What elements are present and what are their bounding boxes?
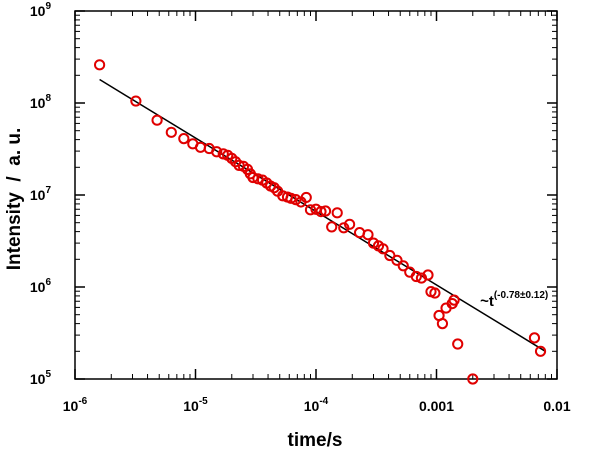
y-tick-exponent: 6 [45,277,51,288]
data-point [467,373,479,385]
x-tick-base: 10 [63,398,79,414]
y-tick-label: 105 [30,369,52,387]
data-point [290,194,302,206]
fit-annotation-prefix: ~t [480,293,494,310]
data-point [343,218,356,230]
y-tick-exponent: 7 [45,185,51,196]
data-point [300,191,312,204]
data-point [397,260,409,272]
data-point [415,272,428,284]
x-tick-exponent: -6 [78,396,87,407]
y-tick-base: 10 [30,279,46,295]
data-point [285,192,297,204]
data-point [304,204,317,216]
data-point [452,338,464,350]
data-point [331,207,343,219]
data-points [93,59,547,385]
x-tick-label: 0.001 [419,398,454,414]
plot-frame [74,10,558,380]
y-tick-label: 107 [30,185,52,203]
x-tick-label: 10-4 [304,396,329,414]
data-point [436,318,449,330]
y-tick-label: 109 [30,1,52,19]
plot-area-border [74,10,558,380]
data-point [377,243,389,255]
data-point [362,229,374,241]
data-point [410,270,422,283]
data-point [151,114,163,126]
data-point [448,294,460,306]
fit-annotation: ~t(-0.78±0.12) [480,290,548,310]
x-tick-label: 10-5 [183,396,208,414]
y-tick-base: 10 [30,95,46,111]
x-tick-label: 10-6 [63,396,88,414]
x-tick-exponent: -5 [199,396,208,407]
data-point [326,221,338,233]
data-point [315,206,327,218]
y-tick-exponent: 9 [45,1,51,12]
data-point [528,332,541,344]
data-point [211,146,223,158]
y-tick-label: 108 [30,93,52,111]
x-tick-base: 10 [304,398,320,414]
x-axis-title: time/s [288,430,343,451]
x-tick-base: 10 [183,398,199,414]
y-tick-base: 10 [30,371,46,387]
y-axis-title: Intensity / a. u. [4,128,25,271]
x-axis-ticks: 10-6 10-5 10-4 0.001 0.01 [63,11,571,414]
data-point [165,126,177,138]
x-tick-label: 0.01 [543,398,570,414]
data-point [247,171,259,184]
data-point [178,133,190,145]
data-point [130,95,142,107]
data-point [391,254,403,266]
y-tick-label: 106 [30,277,52,295]
y-tick-exponent: 5 [45,369,51,380]
data-point [429,287,441,299]
fit-annotation-text: ~t(-0.78±0.12) [480,290,548,310]
data-point [422,269,434,281]
x-tick-exponent: -4 [319,396,328,407]
y-tick-base: 10 [30,187,46,203]
data-point [534,345,547,357]
y-tick-exponent: 8 [45,93,51,104]
data-point [93,59,106,71]
fit-annotation-exponent: (-0.78±0.12) [494,290,548,301]
data-point [319,205,332,217]
y-tick-base: 10 [30,3,46,19]
data-point [194,141,207,153]
